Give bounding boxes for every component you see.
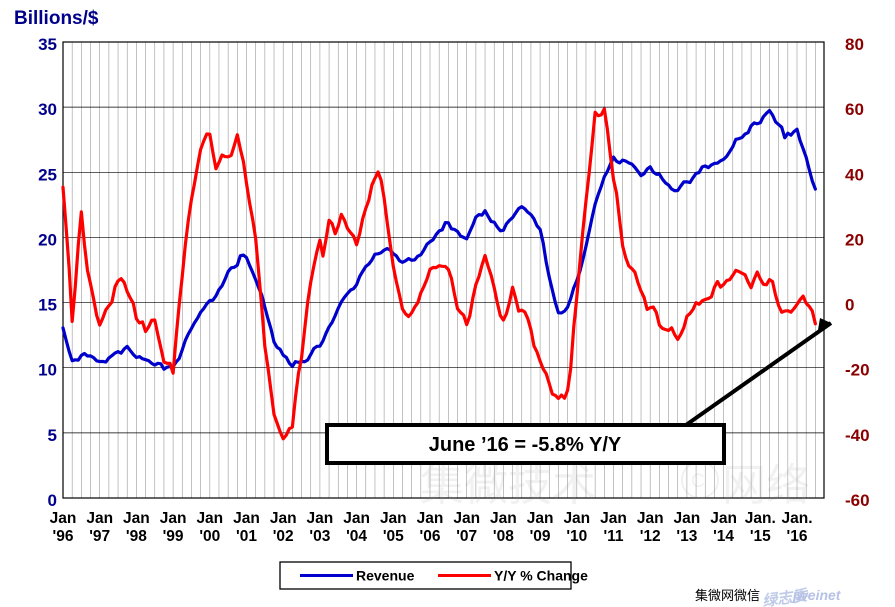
svg-text:网络: 网络 (722, 461, 810, 510)
svg-text:Jan: Jan (453, 510, 480, 527)
svg-text:25: 25 (38, 165, 57, 184)
svg-text:Jan: Jan (600, 510, 627, 527)
svg-text:'15: '15 (750, 528, 771, 545)
svg-text:'09: '09 (530, 528, 551, 545)
svg-text:Jan: Jan (710, 510, 737, 527)
svg-text:Jan: Jan (307, 510, 334, 527)
svg-text:'12: '12 (640, 528, 661, 545)
svg-text:'08: '08 (493, 528, 514, 545)
svg-text:Billions/$: Billions/$ (14, 8, 99, 29)
svg-text:jweinet: jweinet (791, 587, 842, 603)
svg-text:Y/Y % Change: Y/Y % Change (494, 568, 588, 584)
svg-text:30: 30 (38, 100, 57, 119)
svg-text:Jan: Jan (123, 510, 150, 527)
svg-text:Jan: Jan (637, 510, 664, 527)
svg-text:集微网微信: 集微网微信 (695, 588, 760, 603)
svg-text:Jan: Jan (160, 510, 187, 527)
svg-text:'10: '10 (566, 528, 587, 545)
svg-text:Jan: Jan (490, 510, 517, 527)
svg-text:Jan: Jan (270, 510, 297, 527)
svg-text:'11: '11 (603, 528, 623, 545)
svg-text:'01: '01 (236, 528, 257, 545)
svg-text:Jan: Jan (50, 510, 77, 527)
svg-text:0: 0 (845, 296, 854, 315)
svg-text:-60: -60 (845, 491, 870, 510)
svg-text:'98: '98 (126, 528, 147, 545)
svg-text:0: 0 (48, 491, 57, 510)
svg-text:10: 10 (38, 361, 57, 380)
svg-text:'96: '96 (53, 528, 74, 545)
svg-text:Revenue: Revenue (356, 568, 415, 584)
svg-text:Jan: Jan (196, 510, 223, 527)
svg-text:Jan: Jan (527, 510, 554, 527)
svg-text:'02: '02 (273, 528, 294, 545)
svg-text:'03: '03 (309, 528, 330, 545)
svg-text:'14: '14 (713, 528, 734, 545)
svg-text:Jan: Jan (343, 510, 370, 527)
svg-text:Jan: Jan (563, 510, 590, 527)
svg-text:'99: '99 (163, 528, 184, 545)
svg-text:'04: '04 (346, 528, 367, 545)
svg-text:'06: '06 (420, 528, 441, 545)
svg-text:20: 20 (845, 230, 864, 249)
svg-text:Jan: Jan (233, 510, 260, 527)
svg-text:Jan.: Jan. (745, 510, 776, 527)
svg-text:-20: -20 (845, 361, 870, 380)
svg-text:60: 60 (845, 100, 864, 119)
svg-text:35: 35 (38, 35, 57, 54)
svg-text:80: 80 (845, 35, 864, 54)
svg-text:'07: '07 (456, 528, 477, 545)
svg-text:15: 15 (38, 296, 57, 315)
svg-text:5: 5 (48, 426, 57, 445)
svg-text:Jan.: Jan. (781, 510, 812, 527)
svg-text:'97: '97 (89, 528, 110, 545)
svg-text:40: 40 (845, 165, 864, 184)
svg-text:C: C (691, 471, 705, 492)
svg-text:'16: '16 (787, 528, 808, 545)
svg-text:'13: '13 (676, 528, 697, 545)
svg-text:'00: '00 (199, 528, 220, 545)
svg-text:Jan: Jan (417, 510, 444, 527)
svg-text:Jan: Jan (86, 510, 113, 527)
svg-text:Jan: Jan (674, 510, 701, 527)
svg-text:'05: '05 (383, 528, 404, 545)
svg-text:Jan: Jan (380, 510, 407, 527)
svg-text:June ’16 = -5.8% Y/Y: June ’16 = -5.8% Y/Y (429, 434, 622, 456)
svg-text:20: 20 (38, 230, 57, 249)
svg-text:-40: -40 (845, 426, 870, 445)
svg-text:集微技术: 集微技术 (420, 461, 596, 510)
